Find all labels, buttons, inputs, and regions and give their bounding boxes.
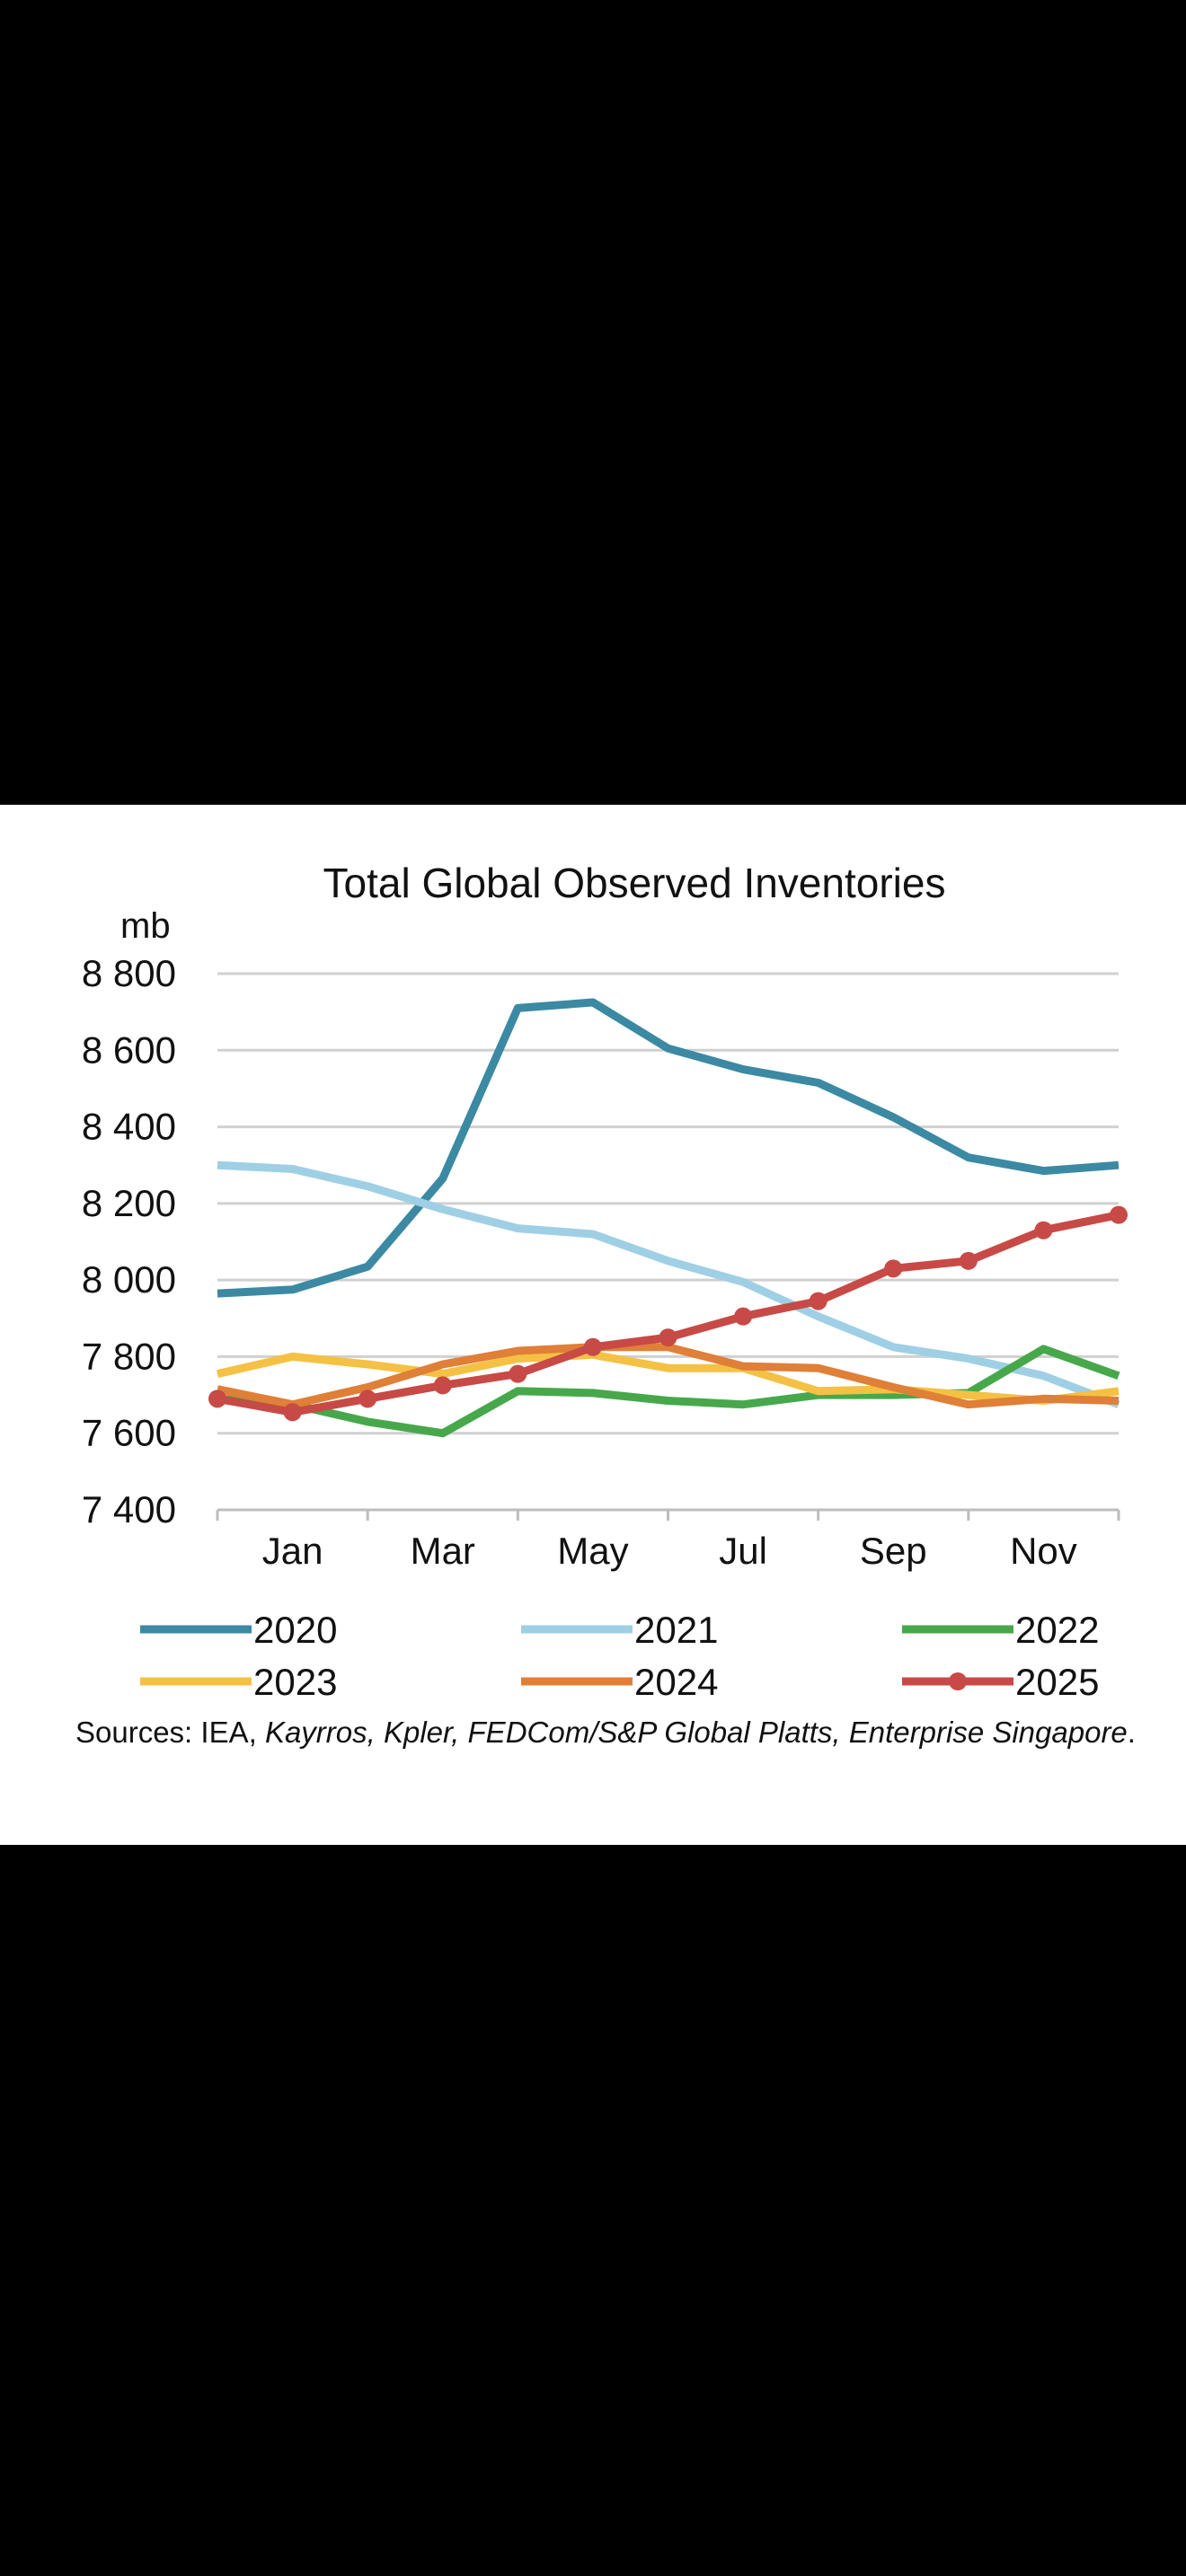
y-tick-label: 8 600 bbox=[82, 1028, 176, 1071]
legend-item-2023: 2023 bbox=[140, 1661, 337, 1703]
legend-item-2022: 2022 bbox=[902, 1609, 1099, 1651]
legend-item-2024: 2024 bbox=[521, 1661, 718, 1703]
inventories-line-chart: Total Global Observed Inventories mb 8 8… bbox=[82, 860, 1128, 1703]
sources-prefix: Sources: IEA, bbox=[75, 1716, 265, 1749]
y-tick-label: 7 800 bbox=[82, 1335, 176, 1377]
legend-label: 2020 bbox=[253, 1609, 337, 1651]
point-2025 bbox=[1034, 1221, 1053, 1239]
y-tick-label: 8 400 bbox=[82, 1106, 176, 1148]
point-2025 bbox=[208, 1389, 226, 1408]
x-tick-label: Mar bbox=[411, 1530, 475, 1572]
series-line-2021 bbox=[217, 1160, 1120, 1408]
grid-lines bbox=[217, 972, 1119, 1435]
legend-item-2020: 2020 bbox=[140, 1609, 337, 1651]
x-tick-labels: Jan Mar May Jul Sep Nov bbox=[262, 1530, 1077, 1572]
point-2025 bbox=[959, 1251, 978, 1270]
legend-label: 2024 bbox=[634, 1661, 718, 1703]
legend-item-2021: 2021 bbox=[521, 1609, 718, 1651]
y-tick-label: 7 600 bbox=[82, 1412, 176, 1454]
point-2025 bbox=[809, 1292, 828, 1310]
sources-italic: Kayrros, Kpler, FEDCom/S&P Global Platts… bbox=[264, 1716, 1128, 1749]
legend-label: 2025 bbox=[1015, 1661, 1099, 1703]
series-line-2020 bbox=[217, 998, 1120, 1298]
point-2025 bbox=[583, 1337, 602, 1356]
chart-title: Total Global Observed Inventories bbox=[323, 860, 946, 906]
x-tick-label: Sep bbox=[860, 1530, 927, 1572]
point-2025 bbox=[659, 1328, 677, 1347]
point-2025 bbox=[509, 1364, 527, 1383]
x-tick-label: May bbox=[557, 1530, 628, 1572]
chart-panel: Total Global Observed Inventories mb 8 8… bbox=[0, 805, 1186, 1845]
y-tick-label: 8 000 bbox=[82, 1258, 176, 1301]
x-tick-label: Jan bbox=[262, 1530, 323, 1572]
point-2025 bbox=[358, 1389, 377, 1408]
series-lines bbox=[208, 998, 1128, 1438]
sources-suffix: . bbox=[1127, 1716, 1136, 1749]
legend-item-2025: 2025 bbox=[902, 1661, 1099, 1703]
y-tick-label: 8 800 bbox=[82, 952, 176, 994]
x-tick-label: Jul bbox=[719, 1530, 767, 1572]
legend: 2020 2021 2022 2023 2024 2025 bbox=[140, 1609, 1099, 1703]
point-2025 bbox=[283, 1403, 302, 1422]
legend-marker bbox=[949, 1672, 967, 1690]
y-tick-label: 7 400 bbox=[82, 1488, 176, 1531]
point-2025 bbox=[734, 1307, 753, 1326]
y-axis-label: mb bbox=[120, 906, 171, 946]
point-2025 bbox=[433, 1376, 452, 1395]
series-line-2024 bbox=[217, 1343, 1120, 1409]
x-tick-label: Nov bbox=[1010, 1530, 1077, 1572]
point-2025 bbox=[884, 1259, 903, 1278]
x-axis bbox=[216, 1508, 1120, 1521]
legend-label: 2022 bbox=[1015, 1609, 1099, 1651]
legend-label: 2021 bbox=[634, 1609, 718, 1651]
y-tick-label: 8 200 bbox=[82, 1182, 176, 1224]
legend-label: 2023 bbox=[253, 1661, 337, 1703]
series-line-2023 bbox=[216, 1350, 1120, 1405]
sources-note: Sources: IEA, Kayrros, Kpler, FEDCom/S&P… bbox=[75, 1714, 1154, 1751]
point-2025 bbox=[1110, 1205, 1128, 1224]
y-tick-labels: 8 800 8 600 8 400 8 200 8 000 7 800 7 600 7 400 bbox=[82, 952, 176, 1531]
